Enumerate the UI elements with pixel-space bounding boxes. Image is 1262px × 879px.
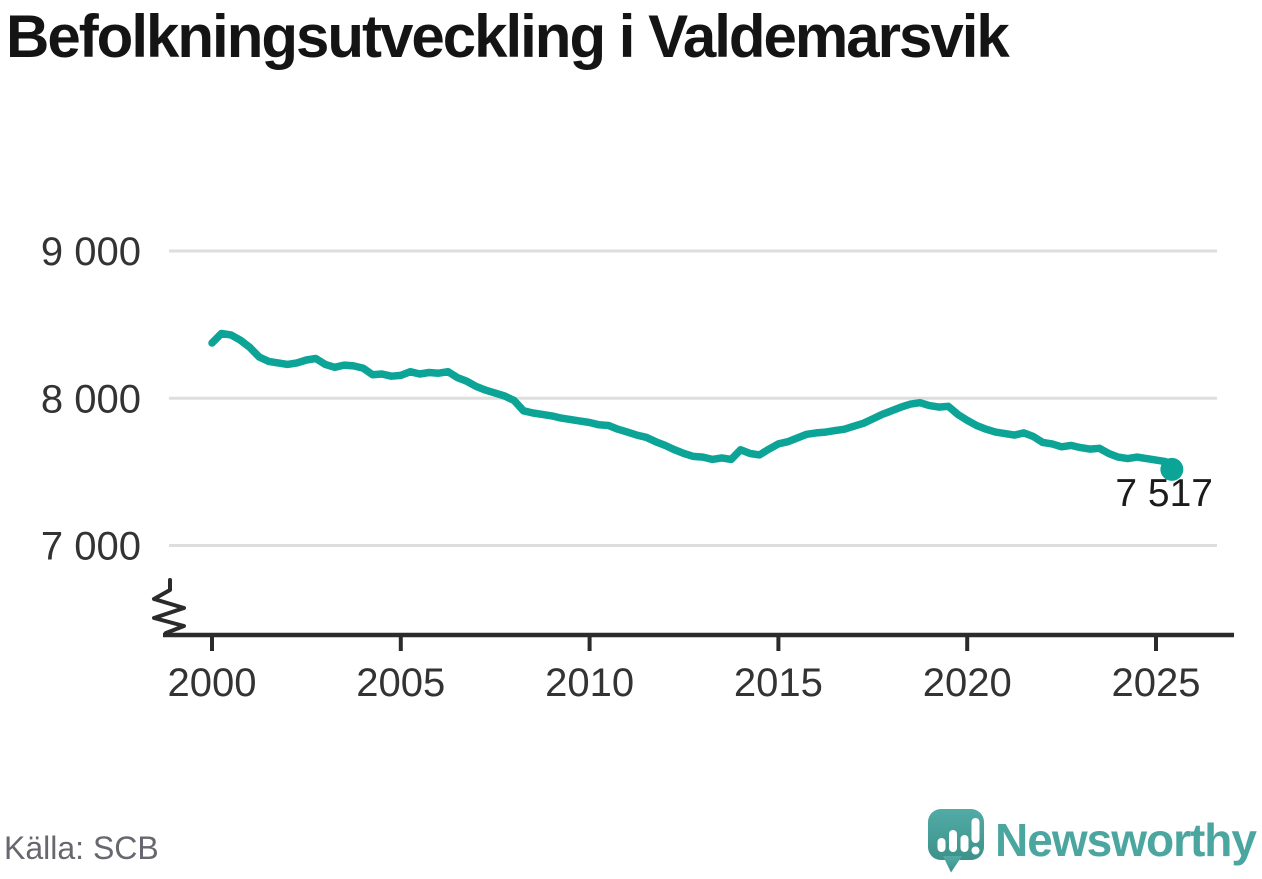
chart-title: Befolkningsutveckling i Valdemarsvik: [6, 3, 1010, 70]
x-axis-label: 2015: [734, 661, 823, 705]
latest-value-label: 7 517: [1115, 472, 1213, 515]
population-line: [208, 329, 1176, 474]
latest-value-dot: [1160, 457, 1184, 481]
bar-chart-exclamation-glyph: [937, 818, 980, 855]
y-axis-label: 9 000: [41, 230, 141, 274]
x-axis-label: 2020: [923, 661, 1012, 705]
x-axis-label: 2010: [545, 661, 634, 705]
x-axis-label: 2005: [356, 661, 445, 705]
newsworthy-logo-icon: [928, 809, 985, 873]
x-axis-label: 2025: [1112, 661, 1201, 705]
x-axis-label: 2000: [168, 661, 257, 705]
y-axis-break-icon: [152, 578, 186, 635]
source-label: Källa: SCB: [4, 830, 159, 866]
newsworthy-logo-text: Newsworthy: [995, 814, 1257, 866]
y-axis-label: 8 000: [41, 377, 141, 421]
newsworthy-logo: Newsworthy: [926, 807, 1257, 873]
y-axis-label: 7 000: [41, 525, 141, 569]
